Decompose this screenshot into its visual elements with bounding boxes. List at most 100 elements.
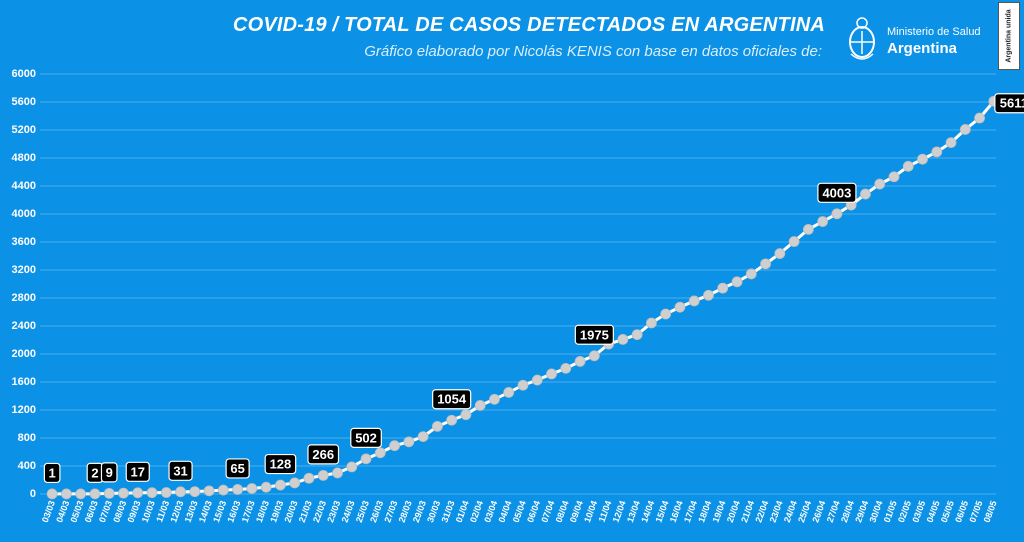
data-point <box>75 488 87 500</box>
data-label-text: 65 <box>230 461 244 476</box>
data-label: 4003 <box>817 182 857 203</box>
data-point <box>588 350 600 362</box>
data-point <box>774 248 786 259</box>
data-point <box>360 453 372 465</box>
data-point <box>260 481 272 493</box>
data-label: 17 <box>125 461 150 482</box>
data-label-box <box>574 324 614 345</box>
data-label: 1 <box>43 462 61 484</box>
data-label-box <box>307 444 340 465</box>
argentina-coat-of-arms-icon <box>849 17 875 60</box>
data-label-text: 1975 <box>580 327 609 342</box>
y-tick-label: 800 <box>18 432 36 444</box>
data-point <box>89 488 101 500</box>
data-point <box>959 124 971 135</box>
data-point <box>217 484 229 496</box>
data-point <box>175 486 186 498</box>
y-tick-label: 4400 <box>12 180 36 192</box>
data-label-box <box>225 458 250 479</box>
data-point <box>132 487 144 499</box>
data-label-text: 266 <box>312 447 334 462</box>
data-point <box>688 295 700 307</box>
data-point <box>617 334 629 345</box>
data-label-box <box>125 461 150 482</box>
data-label-box <box>817 182 857 203</box>
y-tick-label: 5200 <box>12 124 36 136</box>
data-point <box>974 112 985 124</box>
data-point <box>745 268 757 280</box>
y-tick-label: 3200 <box>12 264 36 276</box>
data-label-text: 2 <box>91 465 98 480</box>
y-tick-label: 5600 <box>12 96 36 108</box>
data-point <box>631 329 643 341</box>
data-point <box>275 479 286 491</box>
data-point <box>374 447 386 459</box>
data-point <box>403 436 415 448</box>
data-point <box>674 301 686 313</box>
data-point <box>474 400 486 411</box>
data-label: 65 <box>225 458 250 479</box>
data-point <box>118 487 129 499</box>
series-line <box>52 100 996 496</box>
data-point <box>817 216 829 227</box>
y-tick-label: 2800 <box>12 292 36 304</box>
data-point <box>346 461 358 473</box>
data-label: 31 <box>168 460 193 481</box>
data-label: 502 <box>350 427 382 448</box>
ministry-logo: Ministerio de Salud Argentina <box>845 12 985 64</box>
y-tick-label: 6000 <box>12 68 36 80</box>
data-point <box>417 431 429 443</box>
data-point <box>874 178 886 190</box>
data-point <box>460 409 472 421</box>
data-point <box>703 289 714 301</box>
data-label-box <box>350 427 382 448</box>
data-point <box>574 356 586 367</box>
data-point <box>902 160 914 172</box>
y-tick-label: 0 <box>30 488 36 500</box>
data-point <box>517 379 529 391</box>
data-point <box>945 137 957 149</box>
data-point <box>888 171 900 183</box>
data-point <box>831 208 843 220</box>
data-label-text: 1 <box>49 465 56 480</box>
data-point <box>61 488 72 500</box>
data-label: 5611 <box>994 93 1024 114</box>
data-point <box>46 488 58 500</box>
data-point <box>646 317 657 329</box>
data-label-box <box>432 389 472 410</box>
data-label: 266 <box>307 444 340 465</box>
data-point <box>289 477 301 489</box>
country-name: Argentina <box>887 40 958 57</box>
data-point <box>203 485 215 497</box>
data-point <box>246 483 258 494</box>
data-point <box>731 276 743 288</box>
data-point <box>802 223 814 235</box>
data-point <box>788 236 800 247</box>
data-label: 1054 <box>432 389 472 410</box>
y-tick-label: 400 <box>18 460 36 472</box>
y-tick-label: 1600 <box>12 376 36 388</box>
data-label-text: 502 <box>355 430 377 445</box>
data-label: 9 <box>100 462 118 483</box>
data-point <box>303 472 315 484</box>
chart-subtitle: Gráfico elaborado por Nicolás KENIS con … <box>364 43 822 60</box>
data-label-box <box>43 462 61 484</box>
data-point <box>503 387 515 398</box>
data-label-text: 31 <box>173 463 187 478</box>
data-label-text: 17 <box>131 464 145 479</box>
data-point <box>103 487 115 499</box>
argentina-unida-badge: Argentina unida <box>998 2 1020 70</box>
data-point <box>489 393 500 405</box>
data-point <box>232 484 244 495</box>
data-label-text: 5611 <box>1000 96 1024 111</box>
data-label: 2 <box>86 462 104 483</box>
data-point <box>431 420 443 432</box>
chart-title: COVID-19 / TOTAL DE CASOS DETECTADOS EN … <box>232 14 825 36</box>
data-point <box>389 440 400 452</box>
data-point <box>160 487 172 498</box>
data-point <box>546 368 557 380</box>
data-point <box>531 374 543 386</box>
y-tick-label: 4000 <box>12 208 36 220</box>
ministry-name: Ministerio de Salud <box>887 26 981 38</box>
